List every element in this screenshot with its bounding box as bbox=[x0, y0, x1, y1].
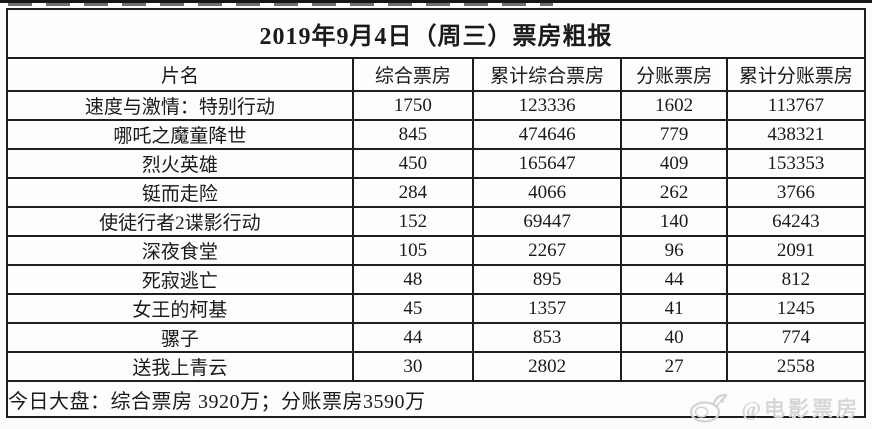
boxoffice-value-cell: 2802 bbox=[471, 351, 623, 382]
boxoffice-value-cell: 165647 bbox=[471, 148, 623, 179]
column-header-movie-name: 片名 bbox=[6, 57, 354, 92]
cropped-text-remnant-dashes bbox=[8, 3, 553, 6]
movie-name-cell: 深夜食堂 bbox=[6, 235, 354, 266]
table-row: 哪吒之魔童降世 845 474646 779 438321 bbox=[6, 119, 867, 150]
boxoffice-value-cell: 105 bbox=[351, 235, 474, 266]
movie-name-cell: 死寂逃亡 bbox=[6, 264, 354, 295]
boxoffice-value-cell: 27 bbox=[620, 351, 728, 382]
boxoffice-value-cell: 48 bbox=[351, 264, 474, 295]
column-header-cumulative-split-gross: 累计分账票房 bbox=[725, 57, 867, 92]
boxoffice-table: 2019年9月4日（周三）票房粗报 片名 综合票房 累计综合票房 分账票房 累计… bbox=[6, 8, 867, 418]
boxoffice-value-cell: 152 bbox=[351, 206, 474, 237]
cropped-text-remnant-bar bbox=[0, 0, 872, 3]
boxoffice-value-cell: 1750 bbox=[351, 90, 474, 121]
boxoffice-value-cell: 812 bbox=[725, 264, 867, 295]
table-row: 女王的柯基 45 1357 41 1245 bbox=[6, 293, 867, 324]
table-row: 铤而走险 284 4066 262 3766 bbox=[6, 177, 867, 208]
boxoffice-value-cell: 4066 bbox=[471, 177, 623, 208]
title-row: 2019年9月4日（周三）票房粗报 bbox=[6, 8, 866, 59]
boxoffice-value-cell: 69447 bbox=[471, 206, 623, 237]
boxoffice-value-cell: 450 bbox=[351, 148, 474, 179]
table-title: 2019年9月4日（周三）票房粗报 bbox=[6, 8, 866, 59]
boxoffice-value-cell: 44 bbox=[351, 322, 474, 353]
boxoffice-value-cell: 2091 bbox=[725, 235, 867, 266]
boxoffice-value-cell: 853 bbox=[471, 322, 623, 353]
boxoffice-value-cell: 262 bbox=[620, 177, 728, 208]
boxoffice-value-cell: 30 bbox=[351, 351, 474, 382]
table-row: 速度与激情：特别行动 1750 123336 1602 113767 bbox=[6, 90, 867, 121]
movie-name-cell: 速度与激情：特别行动 bbox=[6, 90, 354, 121]
boxoffice-value-cell: 895 bbox=[471, 264, 623, 295]
boxoffice-value-cell: 774 bbox=[725, 322, 867, 353]
movie-name-cell: 使徒行者2谍影行动 bbox=[6, 206, 354, 237]
boxoffice-value-cell: 1245 bbox=[725, 293, 867, 324]
boxoffice-value-cell: 284 bbox=[351, 177, 474, 208]
boxoffice-value-cell: 1357 bbox=[471, 293, 623, 324]
boxoffice-value-cell: 438321 bbox=[725, 119, 867, 150]
boxoffice-value-cell: 96 bbox=[620, 235, 728, 266]
movie-name-cell: 铤而走险 bbox=[6, 177, 354, 208]
header-row: 片名 综合票房 累计综合票房 分账票房 累计分账票房 bbox=[6, 57, 867, 92]
boxoffice-value-cell: 45 bbox=[351, 293, 474, 324]
boxoffice-value-cell: 41 bbox=[620, 293, 728, 324]
table-row: 骡子 44 853 40 774 bbox=[6, 322, 867, 353]
movie-name-cell: 哪吒之魔童降世 bbox=[6, 119, 354, 150]
daily-total-summary: 今日大盘：综合票房 3920万；分账票房3590万 bbox=[6, 380, 866, 418]
column-header-gross: 综合票房 bbox=[351, 57, 474, 92]
boxoffice-value-cell: 2558 bbox=[725, 351, 867, 382]
boxoffice-value-cell: 474646 bbox=[471, 119, 623, 150]
boxoffice-value-cell: 2267 bbox=[471, 235, 623, 266]
summary-row: 今日大盘：综合票房 3920万；分账票房3590万 bbox=[6, 380, 866, 418]
table-row: 死寂逃亡 48 895 44 812 bbox=[6, 264, 867, 295]
boxoffice-value-cell: 140 bbox=[620, 206, 728, 237]
boxoffice-value-cell: 845 bbox=[351, 119, 474, 150]
movie-name-cell: 烈火英雄 bbox=[6, 148, 354, 179]
column-header-cumulative-gross: 累计综合票房 bbox=[471, 57, 623, 92]
boxoffice-value-cell: 40 bbox=[620, 322, 728, 353]
table-row: 深夜食堂 105 2267 96 2091 bbox=[6, 235, 867, 266]
table-row: 烈火英雄 450 165647 409 153353 bbox=[6, 148, 867, 179]
boxoffice-value-cell: 123336 bbox=[471, 90, 623, 121]
movie-name-cell: 骡子 bbox=[6, 322, 354, 353]
table-row: 使徒行者2谍影行动 152 69447 140 64243 bbox=[6, 206, 867, 237]
boxoffice-value-cell: 153353 bbox=[725, 148, 867, 179]
table-row: 送我上青云 30 2802 27 2558 bbox=[6, 351, 867, 382]
movie-name-cell: 女王的柯基 bbox=[6, 293, 354, 324]
boxoffice-value-cell: 64243 bbox=[725, 206, 867, 237]
boxoffice-value-cell: 44 bbox=[620, 264, 728, 295]
boxoffice-value-cell: 3766 bbox=[725, 177, 867, 208]
boxoffice-value-cell: 1602 bbox=[620, 90, 728, 121]
boxoffice-value-cell: 113767 bbox=[725, 90, 867, 121]
boxoffice-value-cell: 779 bbox=[620, 119, 728, 150]
boxoffice-value-cell: 409 bbox=[620, 148, 728, 179]
table-body: 速度与激情：特别行动 1750 123336 1602 113767 哪吒之魔童降世 845… bbox=[6, 90, 867, 382]
column-header-split-gross: 分账票房 bbox=[620, 57, 728, 92]
movie-name-cell: 送我上青云 bbox=[6, 351, 354, 382]
